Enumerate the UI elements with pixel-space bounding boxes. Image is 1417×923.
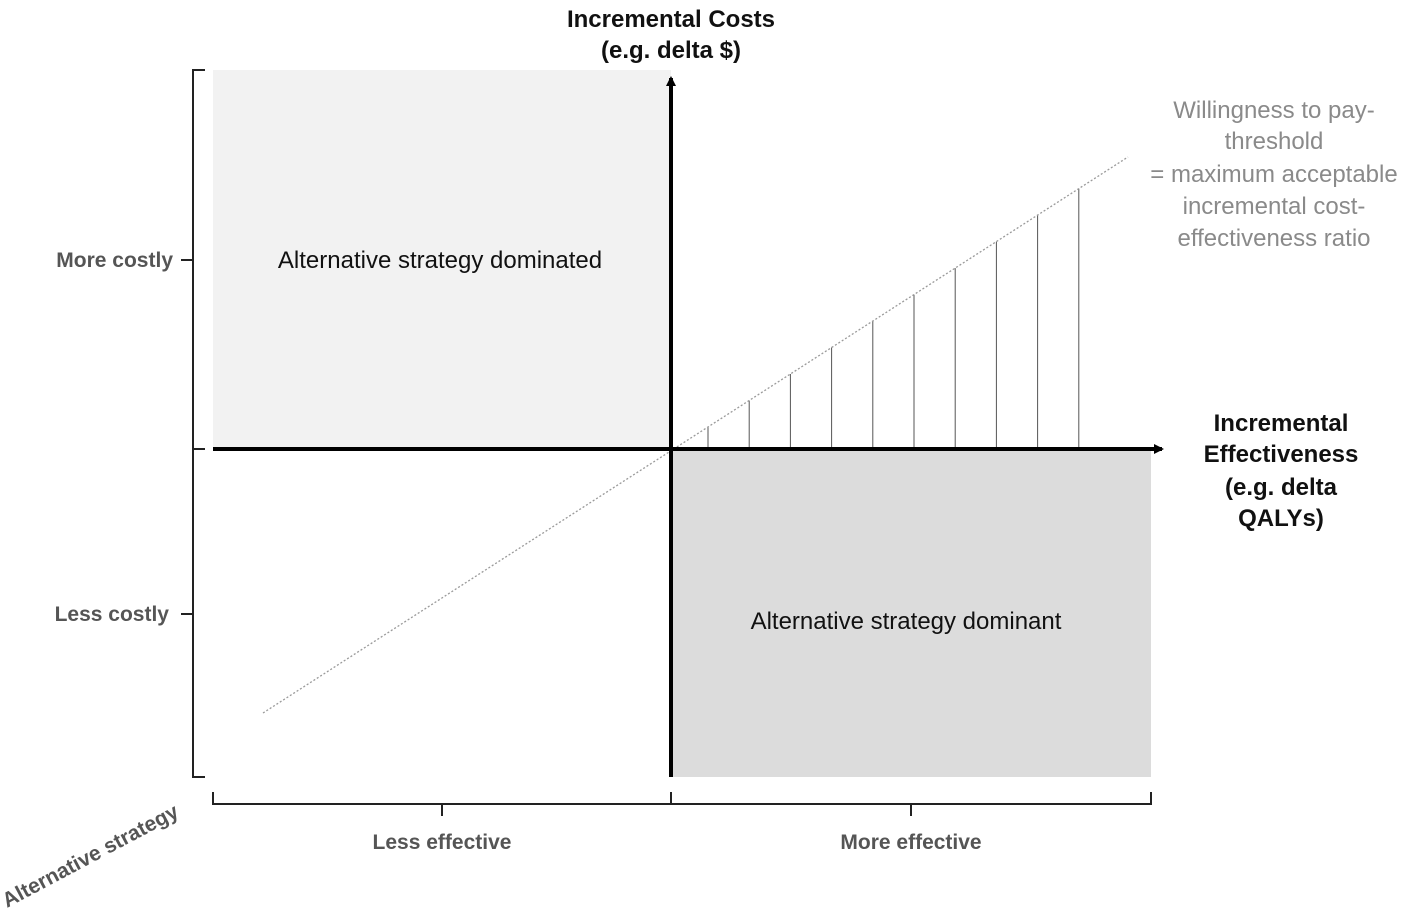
- tick-more-effective: More effective: [840, 831, 981, 854]
- dominant-label: Alternative strategy dominant: [751, 608, 1062, 635]
- dominant-quadrant: [671, 449, 1151, 777]
- acceptable-region-hatching: [707, 188, 1080, 449]
- dominated-quadrant: [213, 70, 671, 449]
- tick-less-effective: Less effective: [373, 831, 512, 854]
- dominated-label: Alternative strategy dominated: [278, 247, 602, 274]
- y-brace: [181, 69, 205, 778]
- wtp-label-line3: = maximum acceptable: [1150, 161, 1397, 188]
- x-axis-title-line4: QALYs): [1238, 505, 1324, 532]
- wtp-threshold-line: [262, 156, 1129, 714]
- wtp-label-line2: threshold: [1225, 128, 1324, 155]
- x-axis-title-line3: (e.g. delta: [1225, 474, 1338, 501]
- x-axis-title-line1: Incremental: [1214, 410, 1349, 437]
- wtp-label-line5: effectiveness ratio: [1178, 225, 1371, 252]
- wtp-label-line1: Willingness to pay-: [1173, 97, 1374, 124]
- tick-more-costly: More costly: [56, 249, 173, 272]
- y-axis-title-line1: Incremental Costs: [567, 6, 775, 33]
- x-brace: [212, 792, 1152, 816]
- wtp-label-line4: incremental cost-: [1183, 193, 1366, 220]
- y-axis-title-line2: (e.g. delta $): [601, 37, 741, 64]
- tick-less-costly: Less costly: [55, 603, 170, 626]
- alternative-strategy-label: Alternative strategy: [0, 800, 183, 913]
- x-axis-title-line2: Effectiveness: [1204, 441, 1359, 468]
